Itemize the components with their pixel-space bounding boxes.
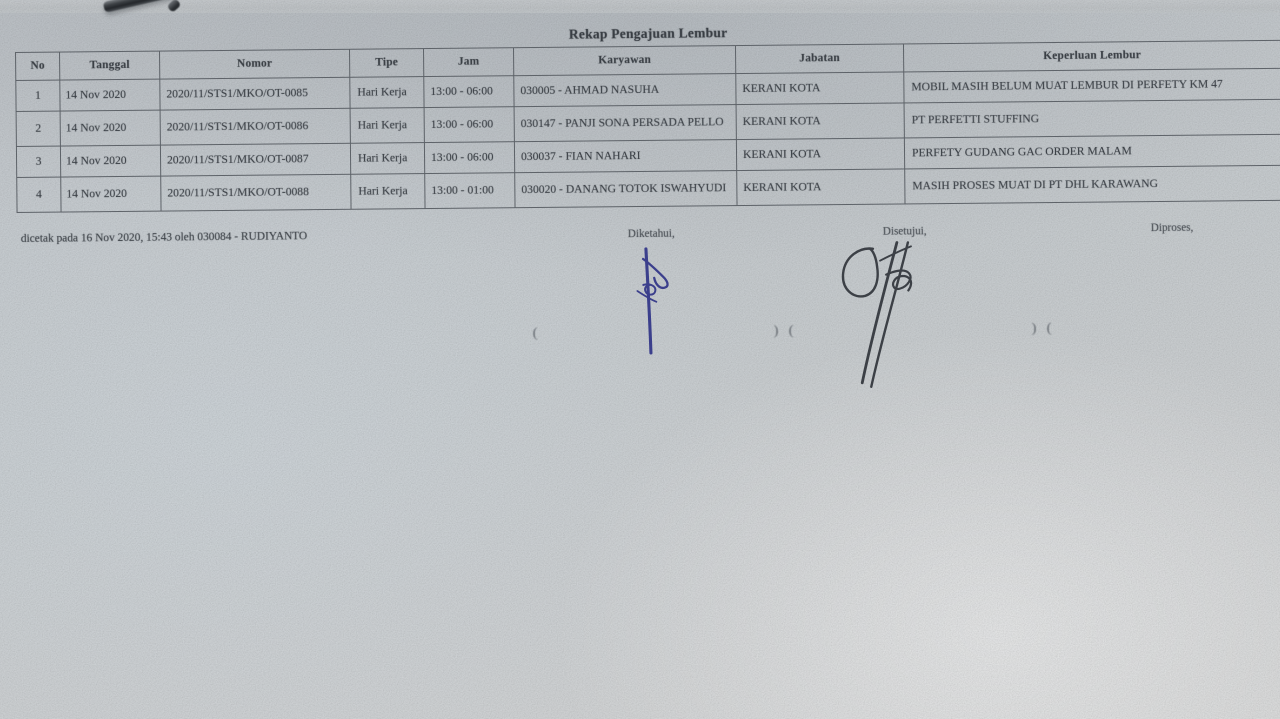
cell-tipe: Hari Kerja (349, 76, 425, 109)
signature-paren-open-1: ( (532, 325, 538, 342)
signature-label-diproses: Diproses, (1150, 221, 1194, 235)
cell-keperluan: MOBIL MASIH BELUM MUAT LEMBUR DI PERFETY… (903, 68, 1280, 103)
column-header-karyawan: Karyawan (513, 45, 736, 76)
cell-jabatan: KERANI KOTA (736, 168, 906, 206)
cell-karyawan: 030037 - FIAN NAHARI (514, 139, 737, 173)
column-header-no: No (15, 52, 60, 81)
overtime-table-wrapper: No Tanggal Nomor Tipe Jam Karyawan Jabat… (15, 40, 1280, 213)
cell-karyawan: 030147 - PANJI SONA PERSADA PELLO (514, 104, 737, 142)
column-header-jabatan: Jabatan (735, 43, 904, 74)
signature-label-diketahui: Diketahui, (627, 227, 675, 241)
column-header-keperluan: Keperluan Lembur (903, 40, 1280, 72)
signature-paren-open-2: ( (788, 323, 794, 339)
cell-keperluan: PT PERFETTI STUFFING (904, 99, 1280, 138)
cell-jam: 13:00 - 06:00 (424, 106, 515, 143)
cell-nomor: 2020/11/STS1/MKO/OT-0086 (160, 108, 351, 146)
cell-tanggal: 14 Nov 2020 (59, 79, 161, 112)
cell-jabatan: KERANI KOTA (736, 102, 905, 140)
cell-tanggal: 14 Nov 2020 (60, 145, 161, 178)
signature-paren-open-3: ( (1046, 321, 1052, 337)
cell-jam: 13:00 - 06:00 (424, 141, 515, 174)
cell-karyawan: 030005 - AHMAD NASUHA (513, 73, 737, 107)
cell-jabatan: KERANI KOTA (736, 137, 905, 171)
cell-tipe: Hari Kerja (350, 107, 425, 144)
signature-label-disetujui: Disetujui, (882, 225, 927, 238)
cell-tanggal: 14 Nov 2020 (60, 110, 161, 147)
overtime-table: No Tanggal Nomor Tipe Jam Karyawan Jabat… (15, 40, 1280, 213)
cell-keperluan: PERFETY GUDANG GAC ORDER MALAM (904, 134, 1280, 169)
page-title: Rekap Pengajuan Lembur (568, 25, 728, 42)
table-body: 1 14 Nov 2020 2020/11/STS1/MKO/OT-0085 H… (15, 68, 1280, 213)
cell-no: 1 (15, 80, 61, 112)
cell-karyawan: 030020 - DANANG TOTOK ISWAHYUDI (514, 170, 738, 208)
cell-tipe: Hari Kerja (350, 142, 425, 175)
cell-no: 2 (16, 111, 61, 147)
cell-jabatan: KERANI KOTA (735, 71, 905, 105)
handwritten-signature-diketahui (636, 247, 669, 355)
cell-nomor: 2020/11/STS1/MKO/OT-0087 (160, 143, 351, 177)
cell-keperluan: MASIH PROSES MUAT DI PT DHL KARAWANG (904, 165, 1280, 204)
signature-paren-close-2: ) (1031, 321, 1037, 337)
cell-no: 3 (16, 146, 61, 178)
cell-jam: 13:00 - 01:00 (424, 172, 516, 209)
cell-nomor: 2020/11/STS1/MKO/OT-0085 (159, 77, 351, 111)
cell-nomor: 2020/11/STS1/MKO/OT-0088 (160, 174, 352, 212)
column-header-jam: Jam (423, 47, 514, 77)
cell-tanggal: 14 Nov 2020 (60, 176, 162, 213)
column-header-tanggal: Tanggal (59, 51, 160, 81)
column-header-nomor: Nomor (159, 49, 350, 80)
cell-jam: 13:00 - 06:00 (423, 75, 515, 108)
cell-no: 4 (16, 177, 62, 213)
cell-tipe: Hari Kerja (350, 173, 426, 210)
column-header-tipe: Tipe (349, 48, 424, 78)
signature-paren-close-1: ) (773, 323, 779, 339)
handwritten-signature-disetujui (841, 241, 913, 388)
printed-note: dicetak pada 16 Nov 2020, 15:43 oleh 030… (20, 230, 308, 245)
